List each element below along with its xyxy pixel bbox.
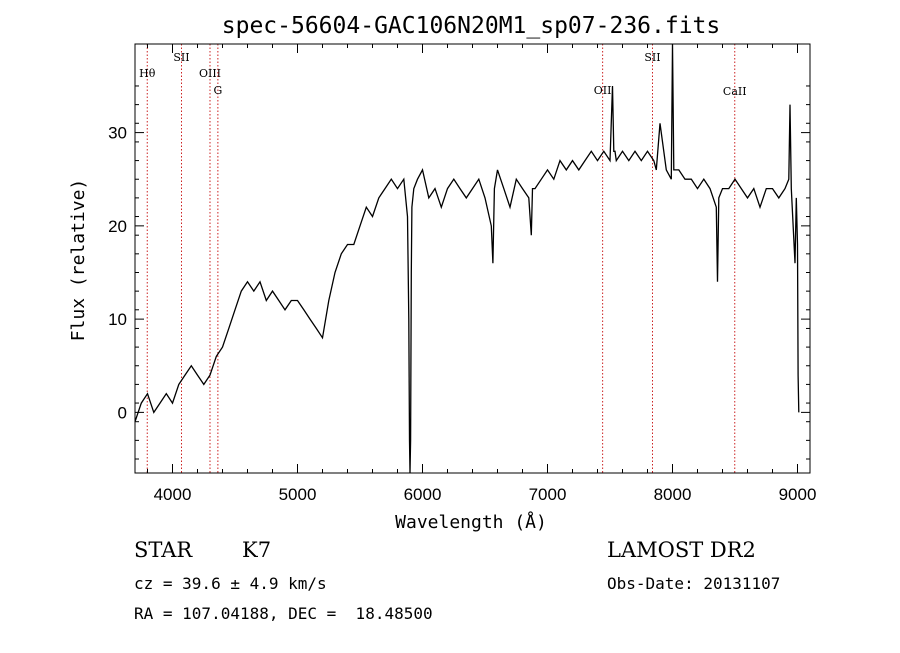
marker-label: SII [173, 51, 189, 64]
marker-label: OII [594, 84, 612, 97]
object-subclass: K7 [242, 538, 272, 562]
line-markers: Hθ SII OIII G OII SII CaII [139, 44, 747, 473]
plot-frame [134, 43, 811, 474]
x-tick-label: 6000 [404, 485, 442, 504]
x-tick-label: 9000 [779, 485, 817, 504]
y-tick-label: 30 [108, 124, 127, 143]
x-tick-label: 8000 [654, 485, 692, 504]
marker-label: CaII [723, 85, 747, 98]
marker-label: OIII [199, 67, 221, 80]
marker-label: SII [644, 51, 660, 64]
chart-title: spec-56604-GAC106N20M1_sp07-236.fits [222, 13, 721, 39]
y-axis-label: Flux (relative) [68, 179, 89, 342]
y-tick-label: 20 [108, 217, 127, 236]
coordinates: RA = 107.04188, DEC = 18.48500 [134, 604, 433, 623]
x-tick-label: 7000 [529, 485, 567, 504]
object-class: STAR [134, 538, 193, 562]
survey-name: LAMOST DR2 [607, 538, 756, 562]
marker-label: Hθ [139, 67, 156, 80]
marker-label: G [213, 84, 222, 97]
y-tick-label: 0 [118, 403, 127, 422]
x-tick-label: 5000 [279, 485, 317, 504]
y-tick-label: 10 [108, 310, 127, 329]
axis-ticks: 4000 5000 6000 7000 8000 9000 0 10 20 30 [108, 44, 816, 504]
x-axis-label: Wavelength (Å) [395, 511, 547, 533]
observation-date: Obs-Date: 20131107 [607, 574, 781, 593]
spectrum-line [134, 43, 800, 474]
redshift-velocity: cz = 39.6 ± 4.9 km/s [134, 574, 327, 593]
x-tick-label: 4000 [154, 485, 192, 504]
